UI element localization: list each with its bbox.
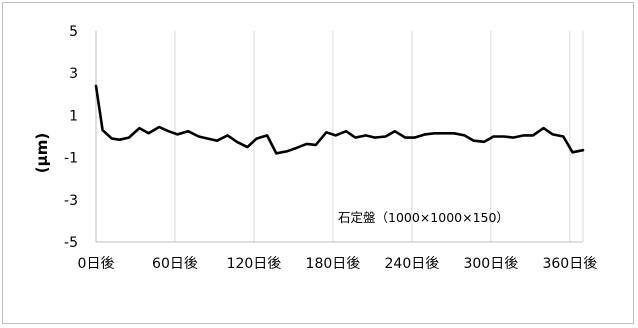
x-tick-label: 240日後 bbox=[385, 256, 440, 272]
y-axis-label: (μm) bbox=[33, 133, 51, 173]
series-line bbox=[94, 84, 585, 155]
x-tick-label: 180日後 bbox=[306, 256, 361, 272]
chart-annotation: 石定盤（1000×1000×150） bbox=[338, 210, 509, 225]
x-tick-label: 300日後 bbox=[463, 256, 518, 272]
axis-layer bbox=[95, 31, 583, 243]
grid-layer bbox=[174, 31, 584, 242]
x-tick-label: 360日後 bbox=[542, 256, 597, 272]
y-tick-label: 5 bbox=[69, 24, 78, 40]
x-tick-label: 60日後 bbox=[152, 256, 198, 272]
x-tick-label: 0日後 bbox=[78, 256, 115, 272]
y-tick-label: -1 bbox=[64, 151, 78, 167]
y-tick-label: 3 bbox=[69, 66, 78, 82]
y-tick-label: -3 bbox=[64, 193, 78, 209]
y-tick-label: 1 bbox=[69, 108, 78, 124]
series-layer bbox=[94, 84, 585, 155]
x-tick-label: 120日後 bbox=[227, 256, 282, 272]
chart-frame: 5 3 1 -1 -3 -5 0日後 60日後 120日後 180日後 240日後 300日後 360日… bbox=[2, 2, 634, 324]
y-tick-label: -5 bbox=[64, 235, 78, 251]
